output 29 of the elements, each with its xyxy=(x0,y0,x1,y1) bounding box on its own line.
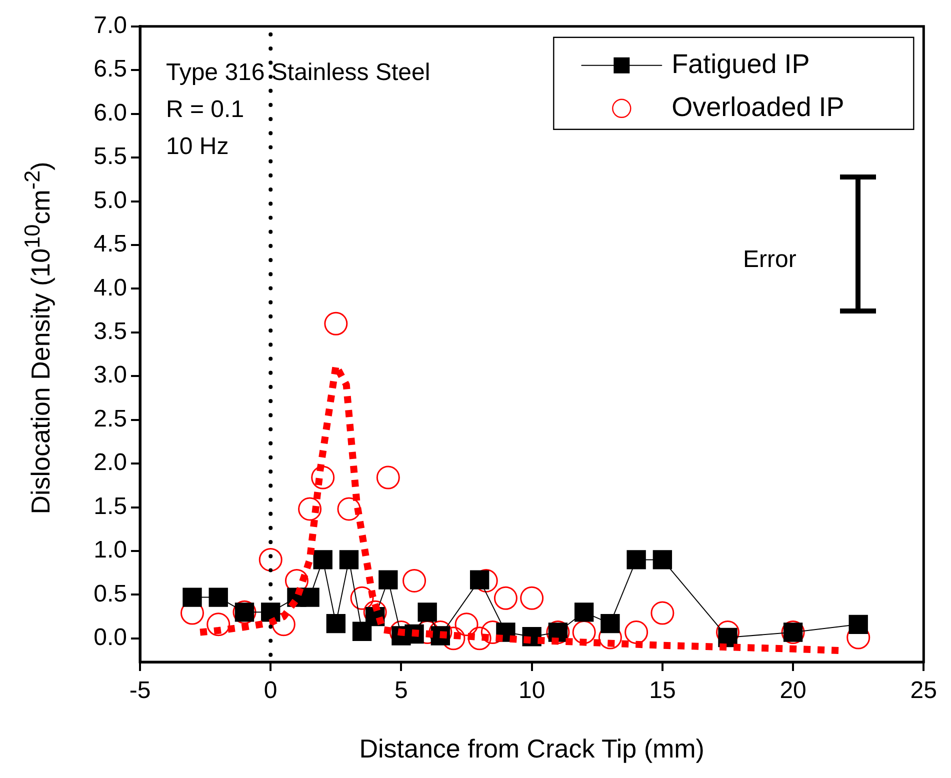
y-tick-label: 0.0 xyxy=(94,624,127,652)
y-tick-label: 6.5 xyxy=(94,56,127,83)
y-tick-label: 0.5 xyxy=(94,580,127,608)
y-tick-label: 1.5 xyxy=(94,492,127,520)
annotation: R = 0.1 xyxy=(166,96,244,124)
x-tick-label: 20 xyxy=(780,677,806,704)
y-tick-label: 2.0 xyxy=(94,449,127,476)
y-tick-label: 7.0 xyxy=(94,12,127,40)
x-axis-title: Distance from Crack Tip (mm) xyxy=(359,734,704,764)
y-tick-label: 6.0 xyxy=(94,99,127,126)
y-tick-label: 5.0 xyxy=(94,186,127,214)
y-tick-label: 3.5 xyxy=(94,318,127,346)
y-tick-label: 4.5 xyxy=(94,230,127,258)
y-tick-label: 1.0 xyxy=(94,536,127,564)
annotation: Type 316 Stainless Steel xyxy=(166,59,430,86)
x-tick-label: 15 xyxy=(649,677,676,704)
x-tick-label: 10 xyxy=(518,677,546,704)
annotation: 10 Hz xyxy=(166,133,229,160)
x-tick-label: 25 xyxy=(910,677,938,704)
annotation: Error xyxy=(743,246,796,274)
legend-label: Fatigued IP xyxy=(672,48,810,79)
x-tick-label: 0 xyxy=(264,677,278,704)
y-tick-label: 5.5 xyxy=(94,143,127,170)
x-tick-label: -5 xyxy=(129,677,151,704)
y-tick-label: 4.0 xyxy=(94,274,127,302)
x-tick-label: 5 xyxy=(394,677,408,704)
y-tick-label: 2.5 xyxy=(94,405,127,432)
y-tick-label: 3.0 xyxy=(94,362,127,389)
legend-label: Overloaded IP xyxy=(672,92,844,122)
